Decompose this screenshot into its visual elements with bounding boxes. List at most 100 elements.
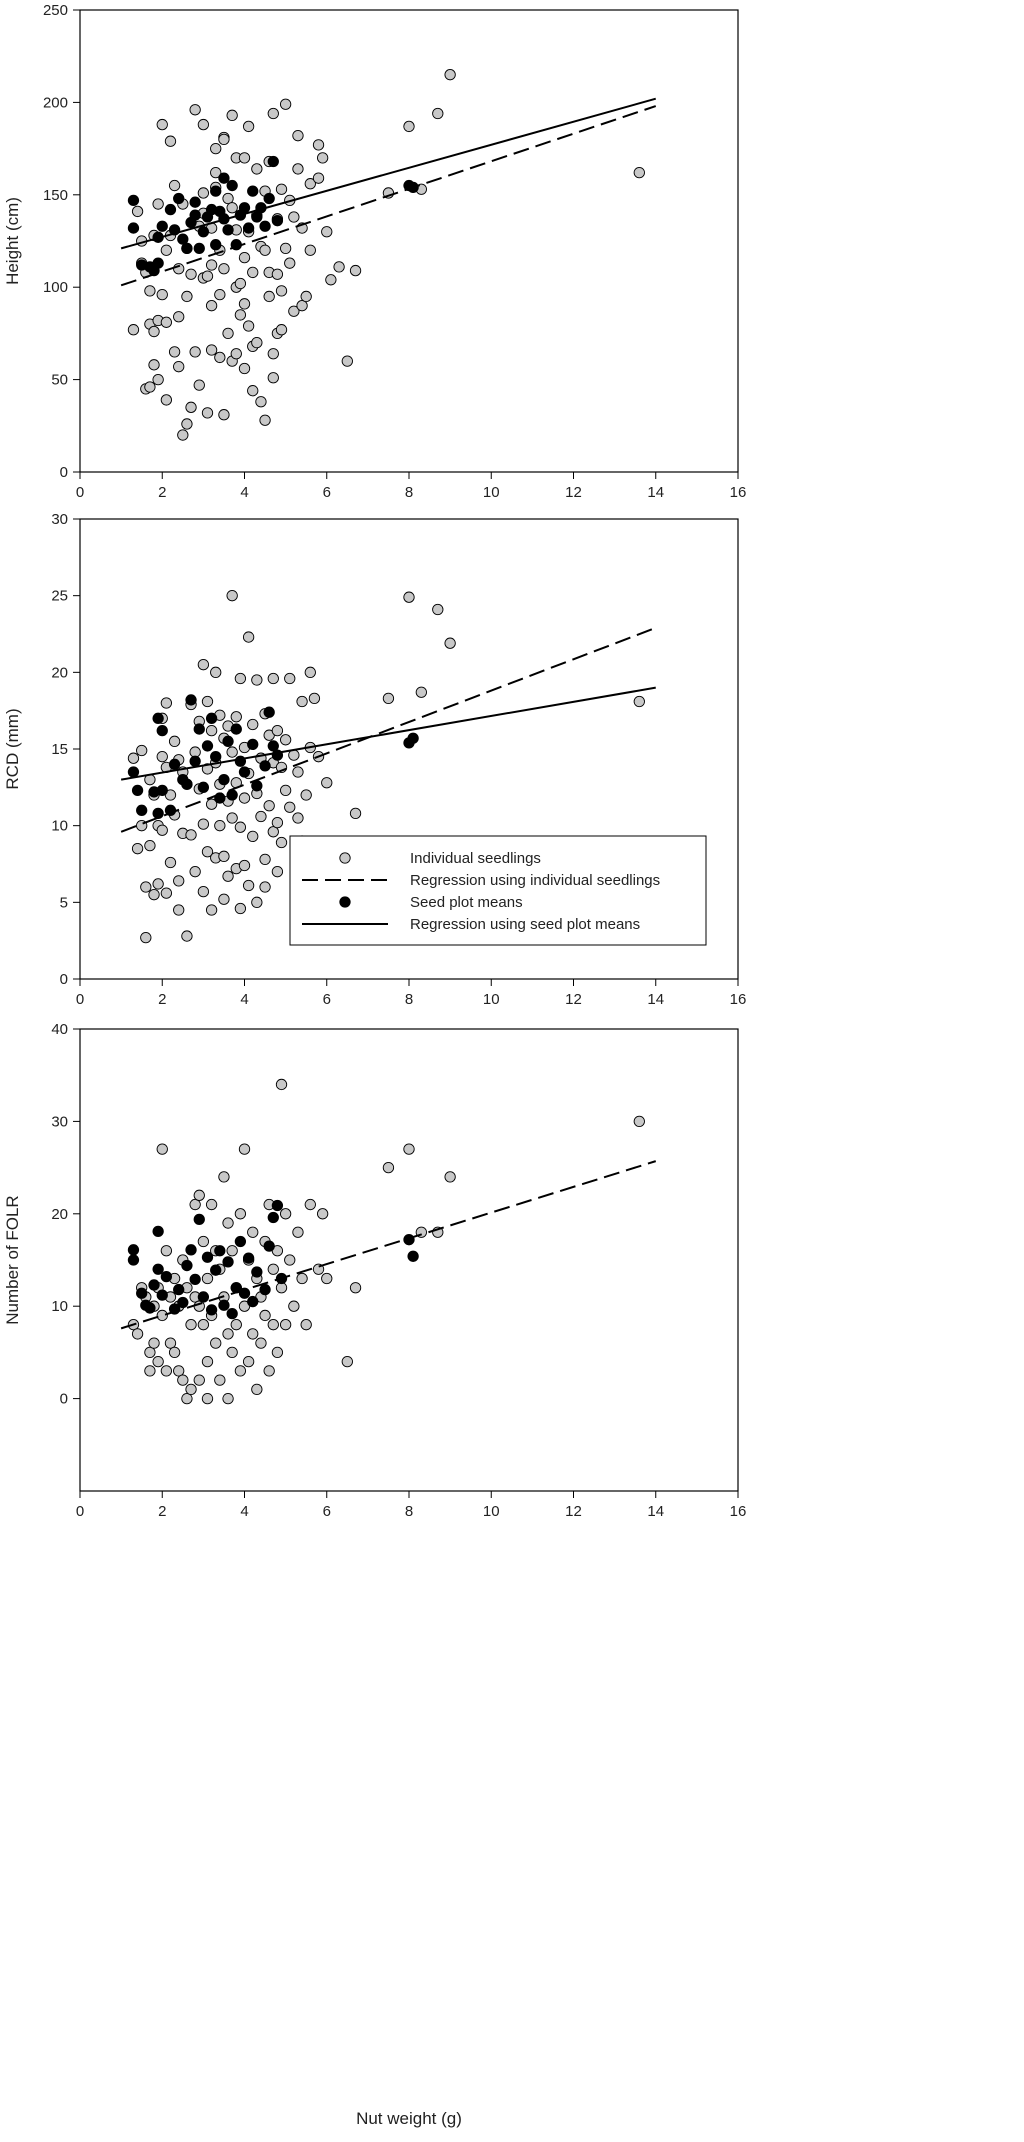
individual-seedling-point — [251, 896, 263, 908]
individual-seedling-point — [238, 792, 251, 804]
individual-seedling-point — [152, 198, 164, 210]
individual-seedling-point — [156, 751, 168, 763]
seed-plot-mean-point — [222, 1256, 234, 1268]
seed-plot-mean-point — [156, 1289, 168, 1301]
individual-seedling-point — [197, 187, 210, 199]
individual-seedling-point — [210, 666, 222, 678]
individual-seedling-point — [181, 290, 193, 303]
individual-seedling-point — [267, 1263, 279, 1275]
individual-seedling-point — [218, 1171, 230, 1183]
seed-plot-mean-point — [242, 1252, 255, 1264]
plot-area — [120, 590, 657, 944]
individual-seedling-point — [226, 590, 238, 602]
individual-seedling-point — [444, 1171, 456, 1183]
regression-means-line — [120, 686, 656, 781]
seed-plot-mean-point — [267, 1211, 279, 1224]
height-panel: 0 2 4 6 8 10 12 14 16 0 50 100 150 200 250 Height (cm) — [3, 2, 746, 501]
individual-seedling-point — [177, 429, 189, 441]
seed-plot-mean-point — [263, 1240, 275, 1252]
individual-seedling-point — [189, 104, 201, 116]
individual-seedling-point — [234, 821, 247, 833]
legend-label: Seed plot means — [410, 894, 523, 911]
individual-seedling-point — [279, 1319, 292, 1331]
individual-seedling-point — [341, 355, 353, 367]
seed-plot-mean-point — [197, 781, 210, 793]
individual-seedling-point — [279, 784, 292, 797]
individual-seedling-point — [205, 259, 218, 271]
y-tick-label: 0 — [60, 464, 68, 481]
y-axis-title: Number of FOLR — [3, 1195, 22, 1324]
individual-seedling-point — [222, 1217, 234, 1229]
seed-plot-mean-point — [238, 766, 251, 778]
seed-plot-mean-point — [181, 1259, 193, 1272]
individual-seedling-point — [160, 697, 173, 709]
individual-seedling-point — [251, 674, 263, 686]
individual-seedling-point — [226, 109, 238, 121]
individual-seedling-point — [234, 1365, 247, 1377]
individual-seedling-point — [267, 826, 279, 838]
individual-seedling-point — [197, 1235, 210, 1248]
individual-seedling-point — [432, 603, 444, 616]
individual-seedling-point — [197, 818, 210, 830]
individual-seedling-point — [189, 866, 201, 878]
seed-plot-mean-point — [205, 712, 218, 724]
plot-area — [120, 69, 657, 441]
individual-seedling-point — [259, 414, 271, 426]
seed-plot-mean-point — [185, 1244, 197, 1256]
individual-seedling-point — [234, 1208, 247, 1220]
seed-plot-mean-point — [181, 778, 193, 790]
individual-seedling-point — [247, 830, 259, 843]
individual-seedling-point — [205, 1198, 218, 1211]
seed-plot-mean-point — [193, 242, 205, 255]
seed-plot-mean-point — [152, 257, 164, 269]
individual-seedling-point — [201, 695, 214, 708]
individual-seedling-point — [160, 1245, 173, 1257]
individual-seedling-point — [238, 152, 251, 164]
seed-plot-mean-point — [210, 751, 222, 763]
individual-seedling-point — [205, 344, 218, 356]
seed-plot-mean-point — [201, 740, 214, 752]
seed-plot-mean-point — [189, 196, 201, 208]
individual-seedling-point — [279, 98, 292, 110]
seed-plot-mean-point — [164, 203, 177, 216]
individual-seedling-point — [275, 836, 288, 849]
seed-plot-mean-point — [226, 789, 238, 801]
individual-seedling-point — [189, 346, 201, 358]
individual-seedling-point — [152, 373, 164, 386]
seed-plot-mean-point — [136, 804, 148, 816]
individual-seedling-point — [140, 931, 152, 944]
individual-seedling-point — [403, 120, 415, 133]
individual-seedling-point — [185, 1319, 197, 1331]
y-axis-title: Height (cm) — [3, 197, 22, 285]
individual-seedling-point — [292, 130, 304, 142]
individual-seedling-point — [633, 166, 645, 179]
individual-seedling-point — [275, 183, 288, 195]
x-tick-label: 4 — [240, 484, 248, 501]
individual-seedling-point — [152, 878, 164, 890]
individual-seedling-point — [279, 734, 292, 746]
individual-seedling-point — [164, 856, 177, 869]
individual-seedling-point — [288, 305, 300, 317]
individual-seedling-point — [226, 746, 238, 758]
individual-seedling-point — [247, 1226, 259, 1238]
individual-seedling-point — [238, 362, 251, 375]
individual-seedling-point — [238, 251, 251, 264]
individual-seedling-point — [284, 1254, 296, 1266]
seed-plot-mean-point — [201, 1251, 214, 1263]
x-tick-label: 6 — [323, 484, 331, 501]
individual-seedling-point — [230, 1319, 242, 1331]
x-tick-label: 0 — [76, 484, 84, 501]
individual-seedling-point — [271, 866, 284, 878]
seed-plot-mean-point — [271, 215, 284, 227]
individual-seedling-point — [316, 1208, 329, 1220]
individual-seedling-point — [131, 1328, 144, 1340]
individual-seedling-point — [160, 1365, 173, 1377]
x-tick-label: 2 — [158, 1503, 166, 1520]
x-tick-label: 12 — [565, 484, 582, 501]
individual-seedling-point — [403, 591, 415, 603]
individual-seedling-point — [201, 846, 214, 858]
seed-plot-mean-point — [181, 242, 193, 255]
individual-seedling-point — [222, 192, 234, 205]
individual-seedling-point — [238, 298, 251, 310]
y-tick-label: 10 — [51, 1298, 68, 1315]
